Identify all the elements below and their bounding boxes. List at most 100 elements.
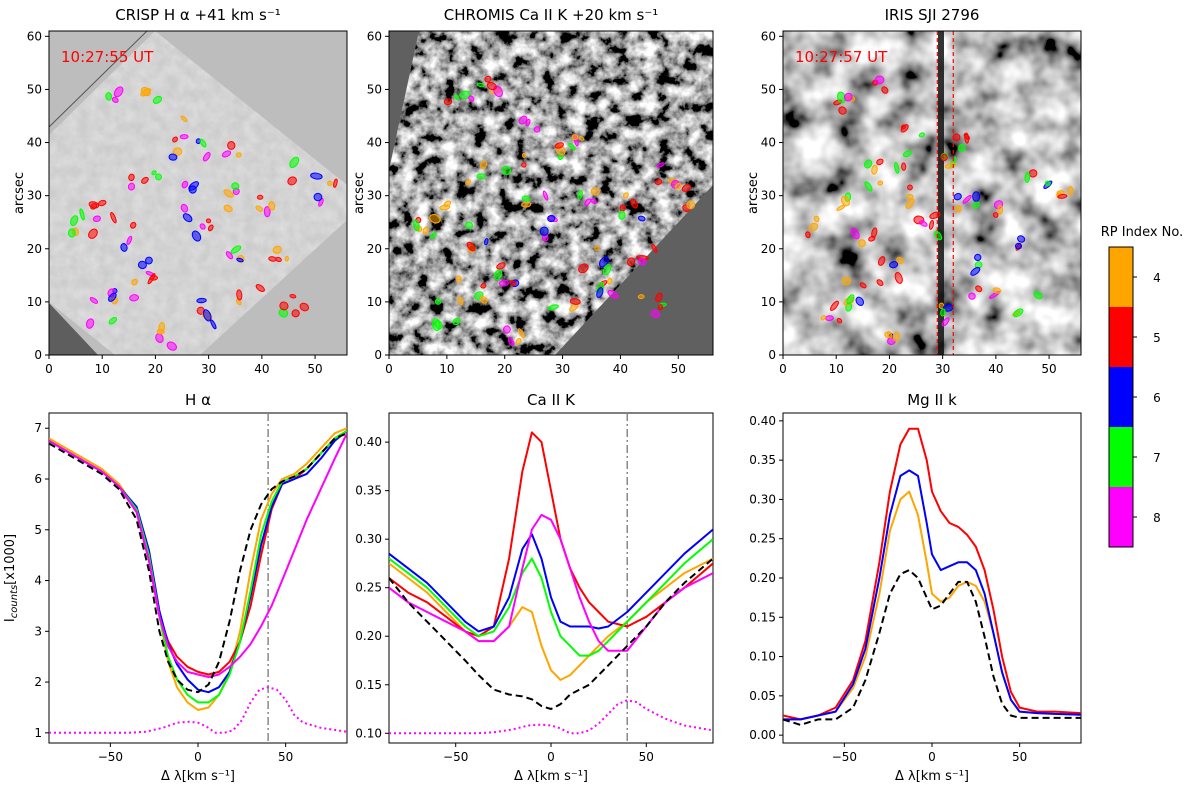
rp-contour: [813, 215, 820, 223]
rp-contour: [958, 143, 966, 153]
x-tick-label: 10: [439, 362, 454, 376]
rp-contour: [479, 295, 488, 304]
plot-area: [389, 413, 713, 743]
chart-title: Ca II K: [527, 391, 576, 409]
slit-shadow: [938, 31, 944, 355]
rp-contour: [484, 238, 489, 246]
rp-contour: [859, 282, 867, 289]
rp-contour: [674, 182, 682, 190]
colorbar-swatch: [1109, 427, 1133, 487]
y-tick-label: 0.30: [355, 532, 382, 546]
rp-contour: [172, 136, 178, 143]
rp-contour: [503, 325, 511, 334]
rp-contour: [235, 152, 242, 158]
rp-contour: [521, 162, 527, 168]
rp-contours: [67, 86, 338, 351]
x-tick-label: 50: [639, 750, 654, 764]
axes-frame: [782, 30, 1082, 356]
rp-contour: [992, 287, 1002, 294]
colorbar-label: 5: [1153, 331, 1161, 345]
rp-contour: [141, 176, 149, 184]
rp-contour: [89, 297, 99, 304]
rp-contours: [805, 75, 1074, 346]
panel-title: CHROMIS Ca II K +20 km s⁻¹: [444, 6, 659, 24]
colorbar-frame: [1108, 246, 1134, 548]
rp-contour: [934, 230, 943, 241]
rp-contour: [874, 75, 885, 85]
y-tick-label: 20: [761, 242, 776, 256]
rp-contour: [630, 198, 638, 209]
rp-contour: [443, 98, 453, 106]
y-tick-label: 0.40: [749, 414, 776, 428]
rp-contour: [108, 292, 117, 302]
rp-contour: [92, 215, 101, 223]
rp-contour: [1014, 242, 1023, 250]
chart-title: H α: [185, 391, 211, 409]
series-line-rp-5-solid: [783, 427, 1081, 721]
rp-contour: [843, 92, 853, 102]
rp-contour: [972, 191, 981, 202]
rp-contour: [637, 258, 647, 266]
axis-ticks: 0 10 20 30 40 50 0 10 20 30 40 50 60: [367, 29, 686, 376]
y-tick-label: 2: [34, 675, 42, 689]
rp-contour: [907, 184, 913, 191]
x-axis-label: Δ λ[km s⁻¹]: [161, 769, 235, 784]
rp-contour: [855, 296, 865, 306]
rp-contour: [938, 302, 945, 309]
y-tick-label: 30: [367, 189, 382, 203]
rp-contour: [476, 82, 485, 88]
plot-area: [49, 413, 347, 743]
rp-contour: [227, 141, 236, 150]
rp-contour: [256, 194, 264, 200]
y-tick-label: 0.40: [355, 435, 382, 449]
y-tick-label: 0.30: [749, 492, 776, 506]
y-tick-label: 0.00: [749, 728, 776, 742]
rp-contour: [533, 126, 541, 133]
series-line-rp-reference-dashed: [389, 557, 713, 710]
y-tick-label: 0.05: [749, 689, 776, 703]
rp-contour: [126, 235, 133, 245]
rp-contour: [127, 182, 136, 191]
rp-contour: [618, 210, 626, 220]
axes-frame: [782, 412, 1082, 744]
y-tick-label: 50: [761, 82, 776, 96]
rp-contour: [493, 269, 503, 280]
rp-contour: [147, 273, 156, 285]
series-line-rp-reference-dashed: [49, 432, 347, 694]
rp-contour: [972, 201, 980, 209]
rp-contour: [422, 226, 429, 235]
rp-contour: [145, 256, 153, 265]
y-tick-label: 0.15: [749, 610, 776, 624]
rp-contour: [521, 201, 532, 208]
y-tick-label: 50: [367, 82, 382, 96]
rp-contour: [88, 201, 100, 209]
rp-contour: [151, 170, 157, 176]
x-tick-label: 0: [385, 362, 393, 376]
fov-edge-line: [49, 31, 148, 128]
rp-contour: [230, 245, 242, 254]
plot-area: [783, 427, 1081, 726]
rp-contour: [268, 256, 277, 262]
rp-contour: [1044, 180, 1051, 187]
rp-contour: [547, 214, 556, 223]
y-tick-label: 4: [34, 574, 42, 588]
rp-contour: [225, 251, 234, 260]
y-tick-label: 40: [27, 136, 42, 150]
series-line-rp-6-solid: [49, 430, 347, 694]
x-tick-label: 0: [779, 362, 787, 376]
rp-contour: [480, 282, 487, 289]
rp-contour: [992, 212, 999, 218]
rp-contour: [521, 152, 527, 158]
rp-contour: [857, 239, 866, 248]
rp-contour: [430, 232, 437, 239]
x-tick-label: 30: [935, 362, 950, 376]
rp-contour: [207, 224, 214, 232]
y-tick-label: 3: [34, 624, 42, 638]
rp-contour: [486, 81, 497, 91]
rp-contour: [1057, 193, 1068, 199]
rp-contour: [547, 304, 559, 311]
rp-contour: [452, 317, 461, 326]
y-tick-label: 7: [34, 421, 42, 435]
rp-contour: [223, 204, 233, 213]
x-tick-label: 40: [988, 362, 1003, 376]
